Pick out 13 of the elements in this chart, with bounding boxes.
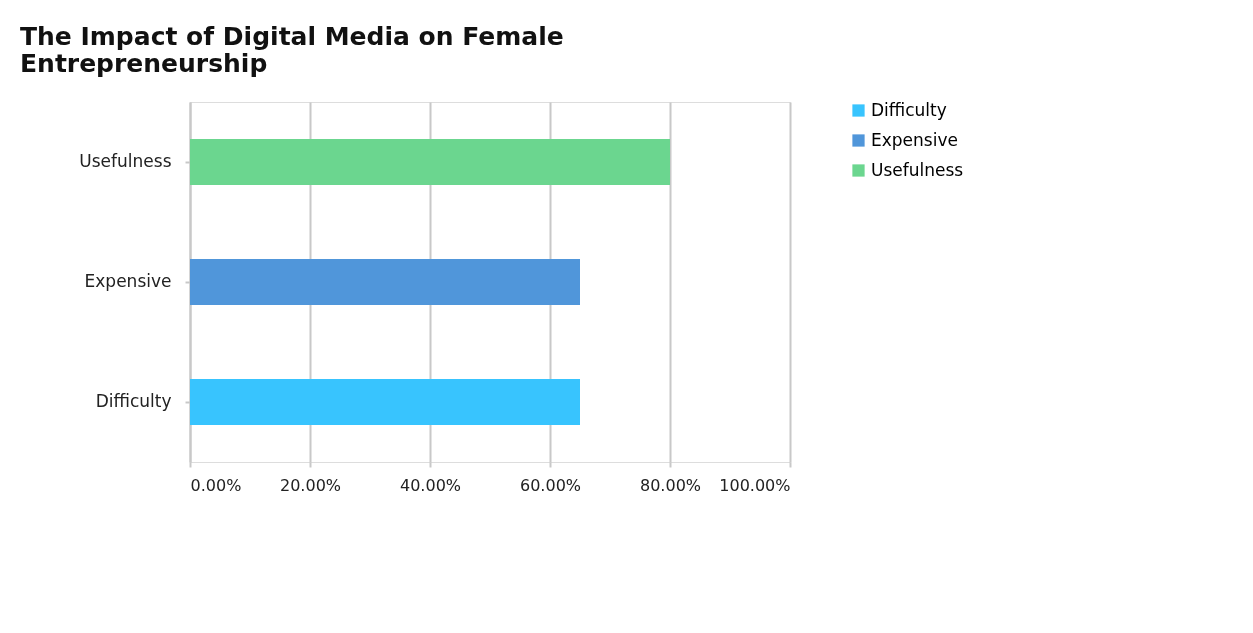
legend-label: Expensive bbox=[871, 129, 958, 150]
chart-title: The Impact of Digital Media on Female Entrepreneurship bbox=[20, 22, 564, 78]
y-tick-label: Difficulty bbox=[95, 391, 172, 411]
x-tick-label: 60.00% bbox=[519, 475, 582, 495]
y-tick-label: Usefulness bbox=[79, 151, 172, 171]
legend-label: Usefulness bbox=[871, 159, 964, 180]
legend-label: Difficulty bbox=[871, 99, 947, 120]
x-tick-label: 40.00% bbox=[399, 475, 462, 495]
y-tick-label: Expensive bbox=[84, 271, 172, 291]
x-tick-label: 100.00% bbox=[719, 475, 791, 495]
x-tick-label: 0.00% bbox=[190, 475, 242, 495]
x-tick-label: 80.00% bbox=[639, 475, 702, 495]
x-tick-label: 20.00% bbox=[279, 475, 342, 495]
